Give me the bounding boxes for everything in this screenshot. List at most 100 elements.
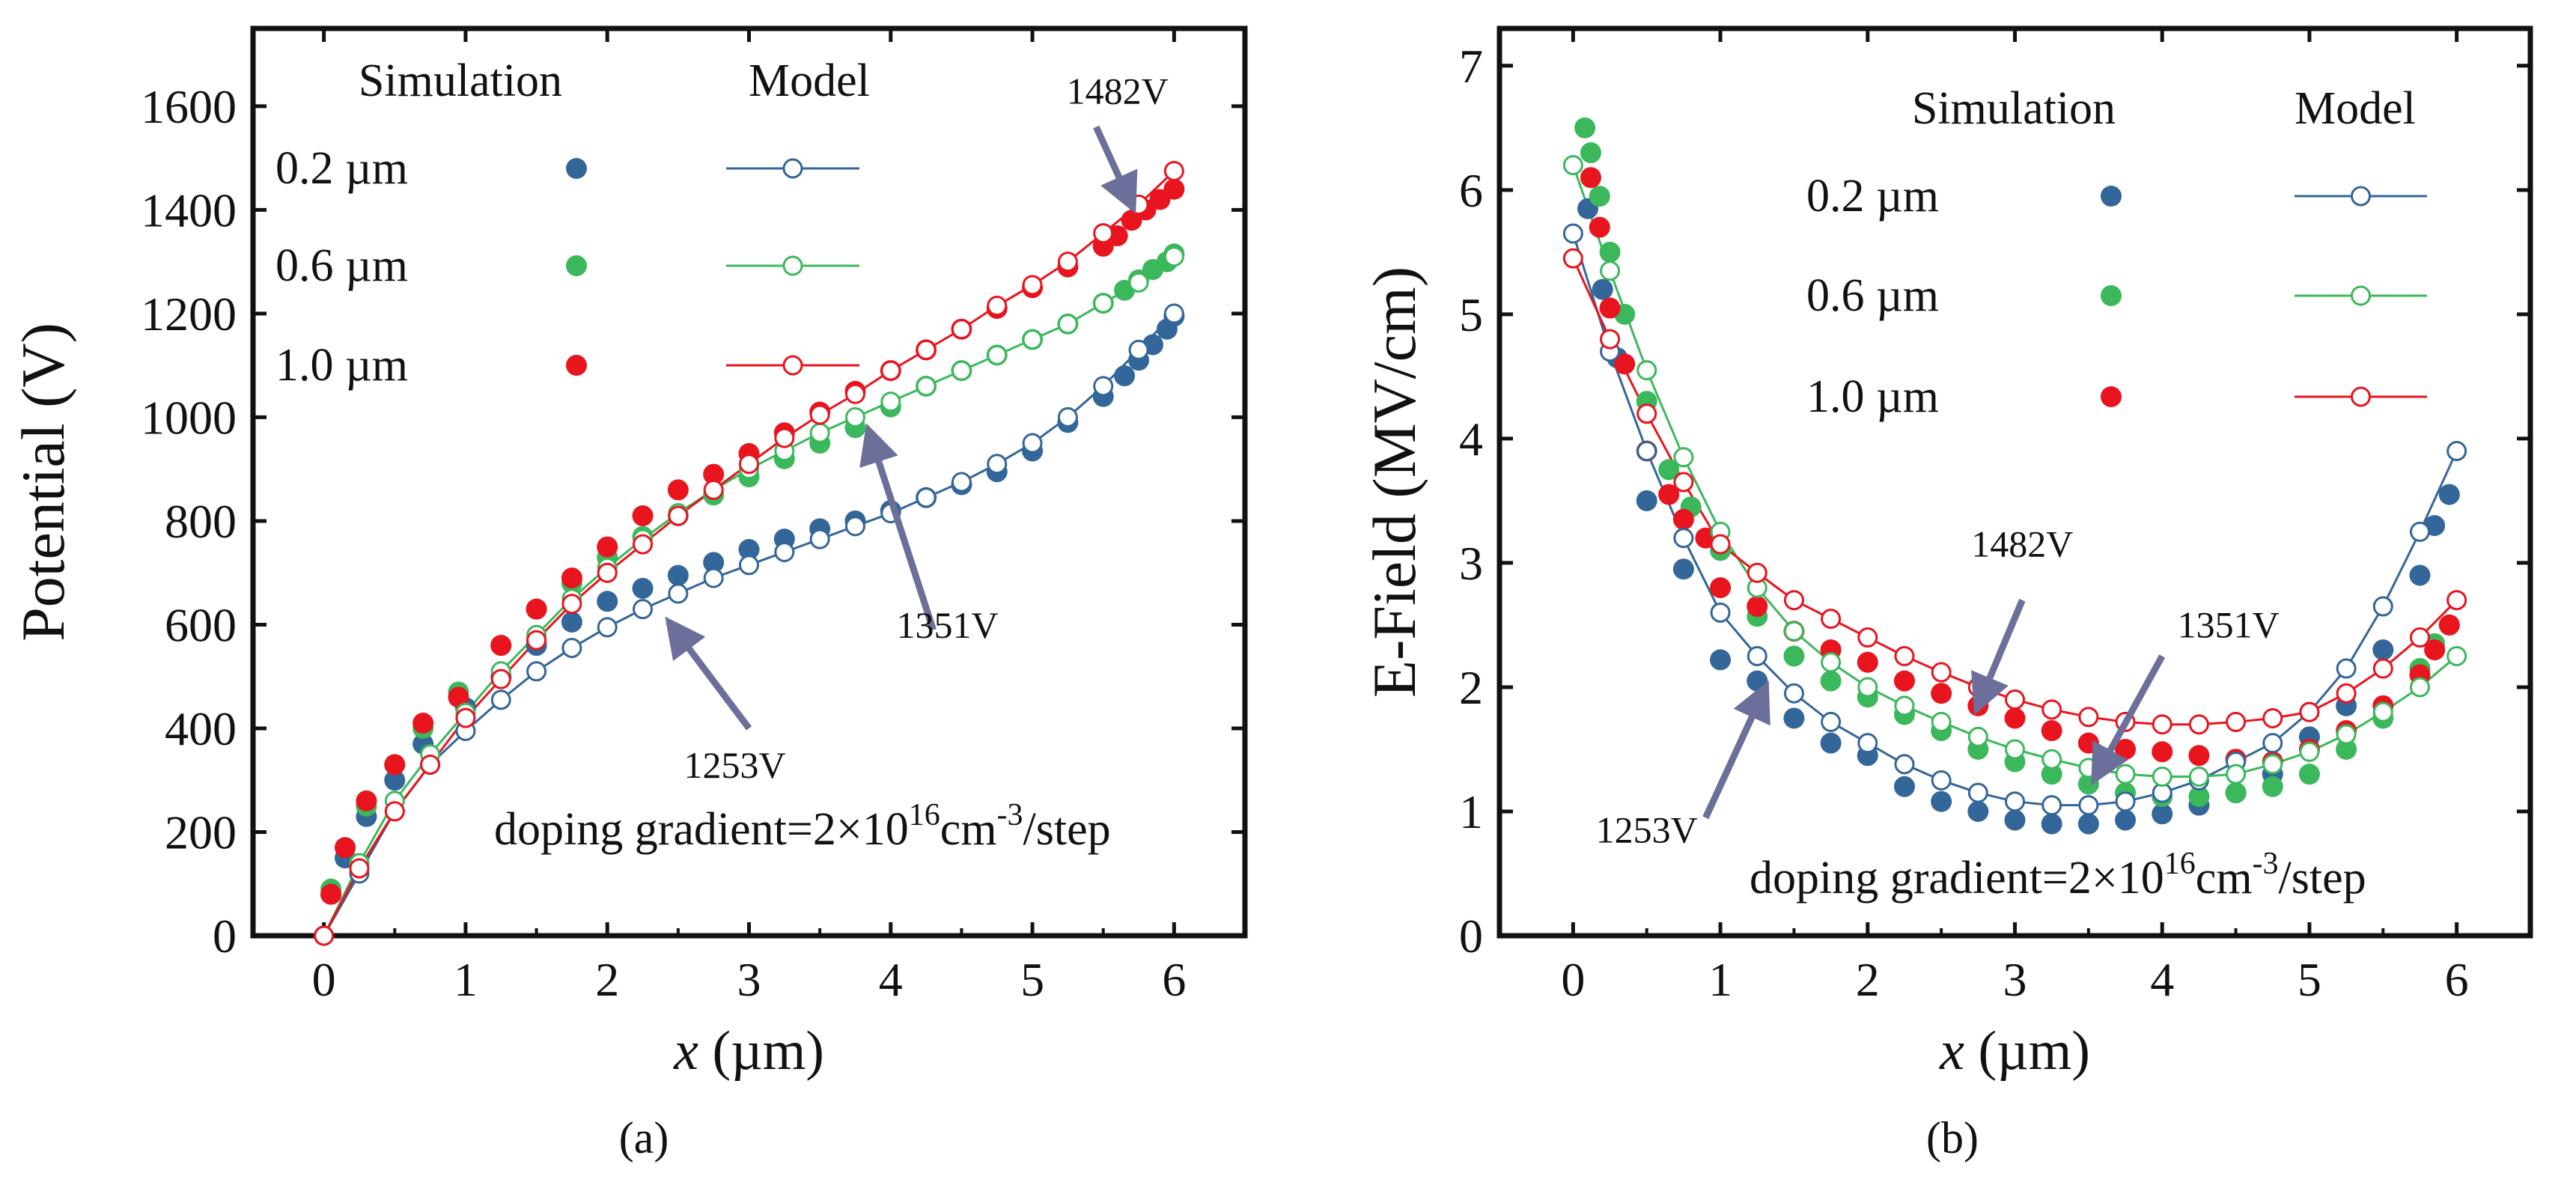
model-line-06m: [1571, 165, 2458, 778]
simulation-point: [2041, 813, 2062, 835]
model-point: [2005, 791, 2025, 812]
model-point: [844, 383, 865, 404]
model-point: [774, 427, 795, 448]
x-tick-label: 0: [312, 953, 336, 1006]
x-axis-title: x (µm): [1939, 1020, 2090, 1082]
y-tick-label: 600: [165, 598, 237, 651]
model-point: [2041, 795, 2062, 816]
legend-model-marker: [782, 158, 803, 179]
model-point: [1562, 248, 1583, 269]
simulation-point: [1114, 365, 1136, 387]
simulation-point: [2336, 738, 2357, 760]
model-point: [1783, 621, 1804, 642]
model-point: [1636, 440, 1657, 461]
simulation-point: [1574, 117, 1596, 138]
model-point: [2446, 645, 2467, 666]
model-point: [2262, 754, 2283, 775]
model-point: [1128, 339, 1149, 360]
model-point: [2409, 627, 2430, 648]
panel-b-efield-chart: 0 1 2 3 4 5 6 0 1 2 3 4 5 6 7 x (µm) E-Field (MV/cm) (b) 1…: [1360, 25, 2533, 1163]
model-point: [809, 422, 830, 443]
x-tick-label: 0: [1561, 953, 1585, 1006]
model-point: [668, 583, 689, 604]
model-point: [2446, 440, 2467, 461]
simulation-point: [1783, 645, 1805, 667]
model-point: [1857, 677, 1878, 698]
simulation-point: [2077, 813, 2099, 835]
simulation-point: [1820, 670, 1842, 692]
simulation-point: [738, 539, 760, 561]
simulation-point: [703, 463, 725, 485]
legend-model-marker: [782, 355, 803, 376]
simulation-point: [526, 598, 547, 620]
model-point: [455, 707, 476, 728]
y-tick-label: 3: [1459, 537, 1483, 590]
simulation-point: [561, 567, 582, 589]
model-point: [1673, 528, 1694, 549]
y-tick-label: 1: [1459, 785, 1483, 838]
legend-label: 0.2 µm: [275, 143, 408, 194]
model-point: [739, 555, 759, 576]
model-point: [1747, 645, 1767, 666]
model-point: [1710, 534, 1731, 555]
note-exponent-16: 16: [2164, 847, 2196, 881]
simulation-point: [2188, 786, 2210, 808]
panel-caption: (a): [619, 1113, 669, 1163]
y-tick-label: 2: [1459, 661, 1483, 714]
model-point: [1163, 303, 1184, 324]
model-point: [1894, 645, 1915, 666]
simulation-point: [1580, 167, 1601, 189]
simulation-point: [1589, 186, 1610, 207]
model-point: [2226, 711, 2247, 732]
legend-simulation-marker: [2101, 285, 2122, 306]
model-point: [951, 472, 972, 493]
legend-model-marker: [2351, 186, 2371, 207]
model-point: [1057, 252, 1078, 272]
model-point: [1093, 293, 1114, 314]
model-point: [2005, 739, 2025, 760]
model-point: [2336, 683, 2357, 704]
panel-a-potential-chart: 0 1 2 3 4 5 6 0 200 400 600 800 1000 1200 1400 1600 x (µ…: [9, 25, 1248, 1163]
model-point: [314, 925, 335, 946]
model-point: [2188, 766, 2209, 787]
simulation-point: [412, 713, 434, 734]
model-point: [987, 296, 1008, 317]
simulation-point: [2262, 776, 2283, 797]
simulation-point: [1592, 278, 1613, 300]
annotation-label: 1253V: [1596, 808, 1698, 850]
simulation-point: [384, 754, 406, 776]
model-point: [1894, 695, 1915, 716]
simulation-point: [632, 505, 654, 527]
model-point: [349, 858, 370, 879]
legend-simulation-marker: [2101, 386, 2122, 407]
legend-label: 0.2 µm: [1806, 171, 1939, 222]
model-point: [490, 689, 511, 710]
y-tick-label: 4: [1459, 412, 1483, 466]
simulation-point: [667, 564, 689, 586]
annotation-arrow: [665, 616, 752, 731]
model-point: [561, 638, 582, 659]
model-point: [951, 319, 972, 340]
simulation-point: [1599, 241, 1621, 263]
model-point: [526, 661, 547, 682]
model-point: [1600, 329, 1621, 350]
x-tick-label: 2: [595, 953, 619, 1006]
x-axis-variable: x: [1939, 1020, 1964, 1082]
model-point: [2188, 714, 2209, 735]
simulation-point: [1747, 596, 1768, 618]
model-point: [2262, 707, 2283, 728]
note-unit: cm: [940, 804, 997, 855]
annotation-arrow: [2091, 654, 2166, 786]
model-point: [2262, 733, 2283, 754]
model-point: [1163, 246, 1184, 267]
doping-gradient-note: doping gradient=2×1016cm-3/step: [1750, 847, 2366, 904]
simulation-point: [2409, 564, 2431, 586]
legend-simulation-marker: [566, 158, 587, 179]
model-point: [1636, 403, 1657, 424]
model-point: [1710, 602, 1731, 623]
legend-simulation-marker: [566, 355, 587, 376]
model-point: [916, 487, 937, 508]
model-point: [2336, 724, 2357, 745]
model-point: [2152, 766, 2172, 787]
model-point: [951, 360, 972, 381]
